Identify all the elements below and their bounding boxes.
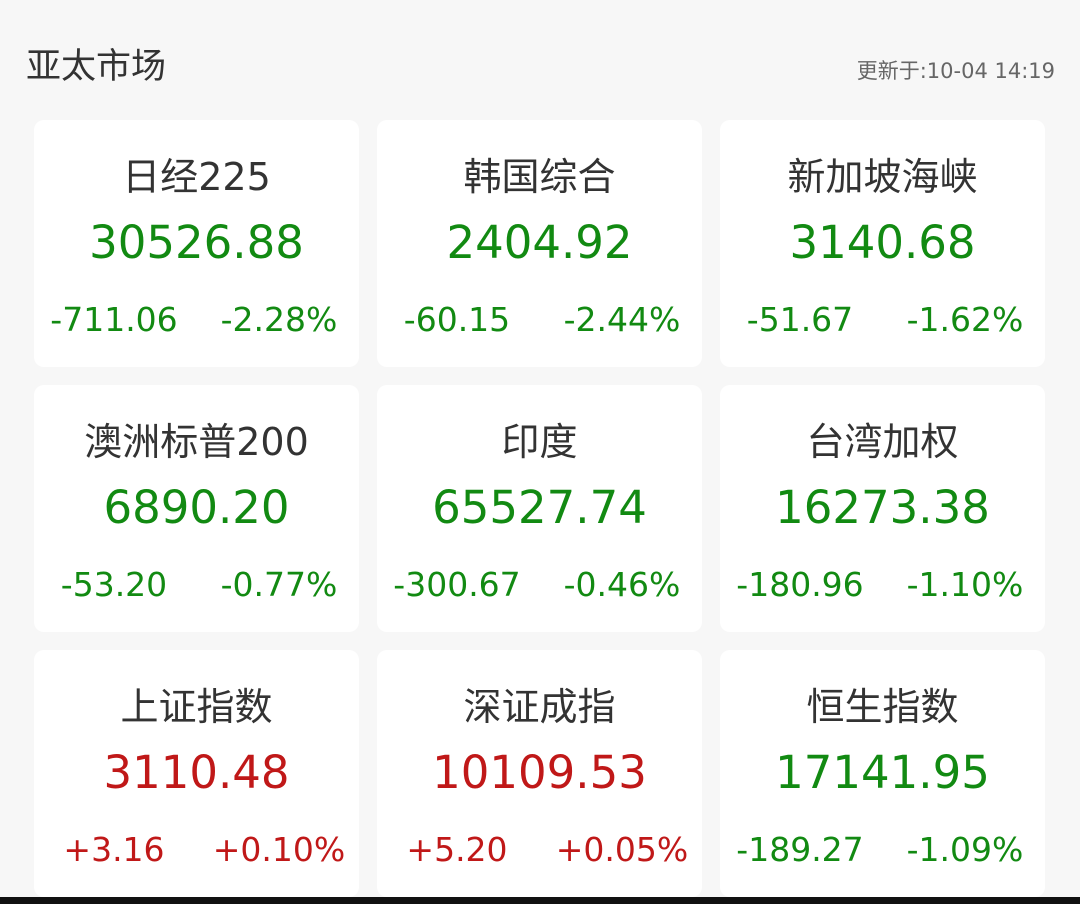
index-name: 日经225 <box>122 155 271 199</box>
index-card[interactable]: 韩国综合 2404.92 -60.15 -2.44% <box>377 120 702 367</box>
index-change: -189.27 <box>736 830 864 869</box>
index-card[interactable]: 新加坡海峡 3140.68 -51.67 -1.62% <box>720 120 1045 367</box>
index-name: 澳洲标普200 <box>84 420 309 464</box>
section-title: 亚太市场 <box>26 47 167 87</box>
index-value: 17141.95 <box>775 746 990 799</box>
index-change: -180.96 <box>736 565 864 604</box>
index-value: 3140.68 <box>789 216 976 269</box>
index-percent: -2.28% <box>220 300 338 339</box>
index-card[interactable]: 澳洲标普200 6890.20 -53.20 -0.77% <box>34 385 359 632</box>
index-change: -53.20 <box>60 565 168 604</box>
index-name: 印度 <box>501 420 578 464</box>
index-value: 6890.20 <box>103 481 290 534</box>
index-grid: 日经225 30526.88 -711.06 -2.28% 韩国综合 2404.9… <box>34 120 1045 897</box>
index-name: 韩国综合 <box>463 155 616 199</box>
index-name: 恒生指数 <box>806 685 959 729</box>
index-value: 30526.88 <box>89 216 304 269</box>
index-value: 10109.53 <box>432 746 647 799</box>
index-percent: +0.05% <box>555 830 689 869</box>
index-card[interactable]: 日经225 30526.88 -711.06 -2.28% <box>34 120 359 367</box>
index-card[interactable]: 台湾加权 16273.38 -180.96 -1.10% <box>720 385 1045 632</box>
index-name: 台湾加权 <box>806 420 959 464</box>
index-value: 3110.48 <box>103 746 290 799</box>
index-percent: -2.44% <box>563 300 681 339</box>
index-change: -60.15 <box>403 300 511 339</box>
index-percent: -0.77% <box>220 565 338 604</box>
index-value: 2404.92 <box>446 216 633 269</box>
index-change: -711.06 <box>50 300 178 339</box>
index-percent: -0.46% <box>563 565 681 604</box>
index-name: 深证成指 <box>463 685 616 729</box>
index-percent: -1.09% <box>906 830 1024 869</box>
index-value: 65527.74 <box>432 481 647 534</box>
index-percent: -1.10% <box>906 565 1024 604</box>
index-value: 16273.38 <box>775 481 990 534</box>
system-nav-bar <box>0 897 1080 904</box>
index-card[interactable]: 深证成指 10109.53 +5.20 +0.05% <box>377 650 702 897</box>
index-percent: +0.10% <box>212 830 346 869</box>
index-percent: -1.62% <box>906 300 1024 339</box>
index-card[interactable]: 恒生指数 17141.95 -189.27 -1.09% <box>720 650 1045 897</box>
index-name: 上证指数 <box>120 685 273 729</box>
index-change: +3.16 <box>63 830 165 869</box>
index-change: -51.67 <box>746 300 854 339</box>
update-time: 更新于:10-04 14:19 <box>856 59 1055 83</box>
index-change: +5.20 <box>406 830 508 869</box>
index-card[interactable]: 印度 65527.74 -300.67 -0.46% <box>377 385 702 632</box>
index-name: 新加坡海峡 <box>787 155 978 199</box>
index-card[interactable]: 上证指数 3110.48 +3.16 +0.10% <box>34 650 359 897</box>
index-change: -300.67 <box>393 565 521 604</box>
